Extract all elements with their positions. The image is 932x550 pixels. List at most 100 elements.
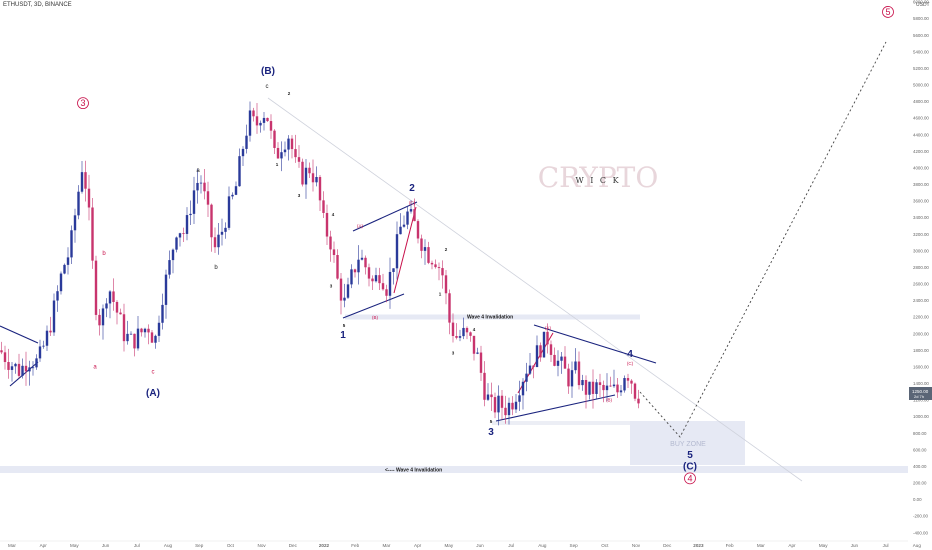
wave4-invalidation-label-top: Wave 4 Invalidation	[467, 315, 513, 321]
candle-body	[542, 331, 546, 358]
candle-body	[52, 300, 56, 333]
candle-body	[476, 352, 479, 354]
candle-body	[339, 278, 343, 301]
x-tick-label: Apr	[414, 543, 422, 548]
watermark-wick: W I C K	[575, 176, 620, 185]
y-tick-label: 1000.00	[913, 414, 929, 419]
candle-body	[465, 327, 469, 333]
candle-body	[297, 157, 301, 162]
candle-body	[420, 238, 423, 251]
wave-label: b	[214, 265, 218, 271]
candle-body	[234, 186, 238, 195]
candle-body	[500, 395, 504, 408]
y-tick-label: 1200.00	[913, 398, 929, 403]
candle-body	[497, 395, 500, 413]
support-band	[492, 421, 732, 425]
candle-body	[192, 190, 196, 214]
candle-body	[105, 303, 108, 309]
candle-body	[458, 336, 462, 338]
wave-label: (A)	[357, 224, 364, 229]
candle-body	[507, 402, 511, 416]
y-tick-label: 600.00	[913, 447, 927, 452]
x-tick-label: May	[819, 543, 828, 548]
y-tick-label: 0.00	[913, 497, 922, 502]
wave-label: 3	[452, 350, 455, 355]
price-axis[interactable]: -400.00 -200.00 0.00 200.00 400.00 600.00 800.…	[913, 0, 929, 535]
candle-body	[38, 346, 42, 359]
candle-body	[189, 213, 192, 216]
candle-body	[290, 138, 294, 150]
candle-body	[444, 275, 448, 294]
candle-body	[434, 264, 437, 268]
candle-body	[161, 304, 164, 323]
candle-body	[549, 344, 553, 355]
candle-body	[427, 247, 430, 263]
wave-label: 1	[340, 330, 346, 341]
candle-body	[10, 366, 14, 370]
x-tick-label: Oct	[227, 543, 235, 548]
buy-zone-label: BUY ZONE	[670, 441, 706, 448]
x-tick-label: Sep	[570, 543, 579, 548]
candle-body	[490, 394, 493, 398]
x-tick-label: Jun	[102, 543, 110, 548]
y-tick-label: 4200.00	[913, 149, 929, 154]
wave-circle	[882, 6, 894, 18]
candle-body	[206, 191, 210, 205]
candle-body	[129, 333, 133, 335]
x-tick-label: May	[70, 543, 79, 548]
candle-body	[31, 367, 35, 369]
candle-body	[532, 365, 535, 368]
candle-body	[21, 365, 24, 376]
y-tick-label: 1400.00	[913, 381, 929, 386]
time-axis[interactable]: Mar Apr May Jun Jul Aug Sep Oct Nov Dec 2022 Feb Mar…	[8, 543, 921, 548]
y-tick-label: 3000.00	[913, 248, 929, 253]
candle-body	[17, 363, 21, 376]
candle-body	[612, 384, 616, 387]
candle-body	[511, 402, 514, 410]
x-tick-label: Jun	[476, 543, 484, 548]
candle-body	[14, 363, 17, 367]
wave-label: 4	[627, 349, 633, 360]
candle-body	[28, 367, 31, 372]
x-tick-label: Sep	[195, 543, 204, 548]
y-tick-label: 4400.00	[913, 132, 929, 137]
wave-label: a	[196, 168, 200, 174]
x-tick-label: May	[444, 543, 453, 548]
candle-body	[56, 291, 59, 301]
y-tick-label: 3800.00	[913, 182, 929, 187]
y-tick-label: 3400.00	[913, 215, 929, 220]
x-tick-label: Aug	[164, 543, 173, 548]
x-tick-label: 2023	[693, 543, 704, 548]
candle-body	[392, 268, 395, 272]
candle-body	[437, 267, 441, 269]
candle-body	[140, 328, 143, 333]
candle-body	[378, 275, 381, 284]
candle-body	[388, 271, 392, 296]
candle-body	[525, 373, 528, 382]
x-tick-label: Aug	[538, 543, 547, 548]
wave-label: 3	[488, 427, 494, 438]
wave-label: b	[102, 251, 106, 257]
candle-body	[483, 372, 486, 400]
candle-body	[157, 322, 161, 336]
wave-label: 3	[298, 193, 301, 198]
candle-body	[35, 358, 38, 368]
candle-body	[136, 328, 140, 349]
y-tick-label: 400.00	[913, 464, 927, 469]
candle-body	[276, 147, 280, 159]
x-tick-label: Aug	[913, 543, 922, 548]
candle-body	[462, 327, 465, 337]
candle-body	[73, 215, 77, 231]
y-tick-label: 5800.00	[913, 16, 929, 21]
candle-body	[329, 236, 332, 250]
candle-body	[364, 257, 367, 268]
candle-body	[395, 234, 399, 269]
candle-body	[584, 380, 588, 395]
candle-body	[266, 117, 269, 122]
price-badge-countdown: 2d 7h	[914, 394, 924, 399]
wave-label: 3	[330, 283, 333, 288]
candle-body	[315, 176, 318, 183]
candle-body	[301, 161, 304, 185]
candle-body	[217, 234, 220, 248]
